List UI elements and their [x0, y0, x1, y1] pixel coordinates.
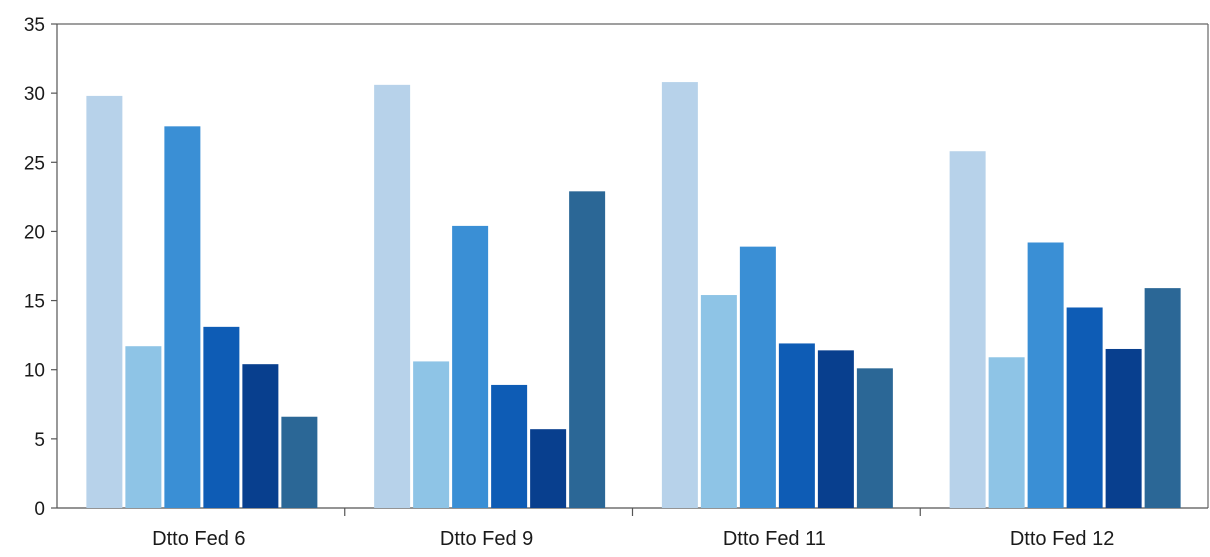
- y-tick-label: 0: [34, 499, 45, 520]
- bar: [817, 350, 854, 508]
- bar: [700, 295, 737, 508]
- x-category-label: Dtto Fed 9: [440, 528, 533, 550]
- bar: [125, 346, 162, 508]
- bar: [1105, 348, 1142, 508]
- y-tick-label: 35: [24, 15, 45, 36]
- labels: 0 5 10 15 20 25 30 35 Dtto Fed 6 Dtto Fed 9 Dtto F…: [24, 15, 1115, 550]
- bar: [281, 416, 318, 508]
- bar: [1027, 242, 1064, 508]
- bar: [203, 326, 240, 508]
- y-tick-label: 10: [24, 361, 45, 382]
- y-tick-label: 15: [24, 292, 45, 313]
- bar: [1144, 288, 1181, 508]
- y-tick-label: 5: [34, 430, 45, 451]
- bar: [530, 429, 567, 508]
- x-category-label: Dtto Fed 11: [723, 528, 826, 550]
- bar: [452, 225, 489, 508]
- bar: [949, 151, 986, 509]
- bar: [778, 343, 815, 508]
- bar: [569, 191, 606, 508]
- bar: [413, 361, 450, 508]
- bar: [856, 368, 893, 508]
- bar: [739, 246, 776, 508]
- x-category-label: Dtto Fed 12: [1010, 528, 1115, 550]
- bar: [988, 357, 1025, 508]
- bar: [1066, 307, 1103, 508]
- y-tick-label: 25: [24, 153, 45, 174]
- bar: [374, 84, 411, 509]
- bar: [661, 82, 698, 508]
- x-category-label: Dtto Fed 6: [152, 528, 245, 550]
- bar: [242, 364, 279, 508]
- y-tick-label: 30: [24, 84, 45, 105]
- y-tick-label: 20: [24, 222, 45, 243]
- bar: [491, 384, 528, 508]
- bar: [164, 126, 201, 509]
- bar: [86, 95, 123, 508]
- bars: [86, 82, 1181, 509]
